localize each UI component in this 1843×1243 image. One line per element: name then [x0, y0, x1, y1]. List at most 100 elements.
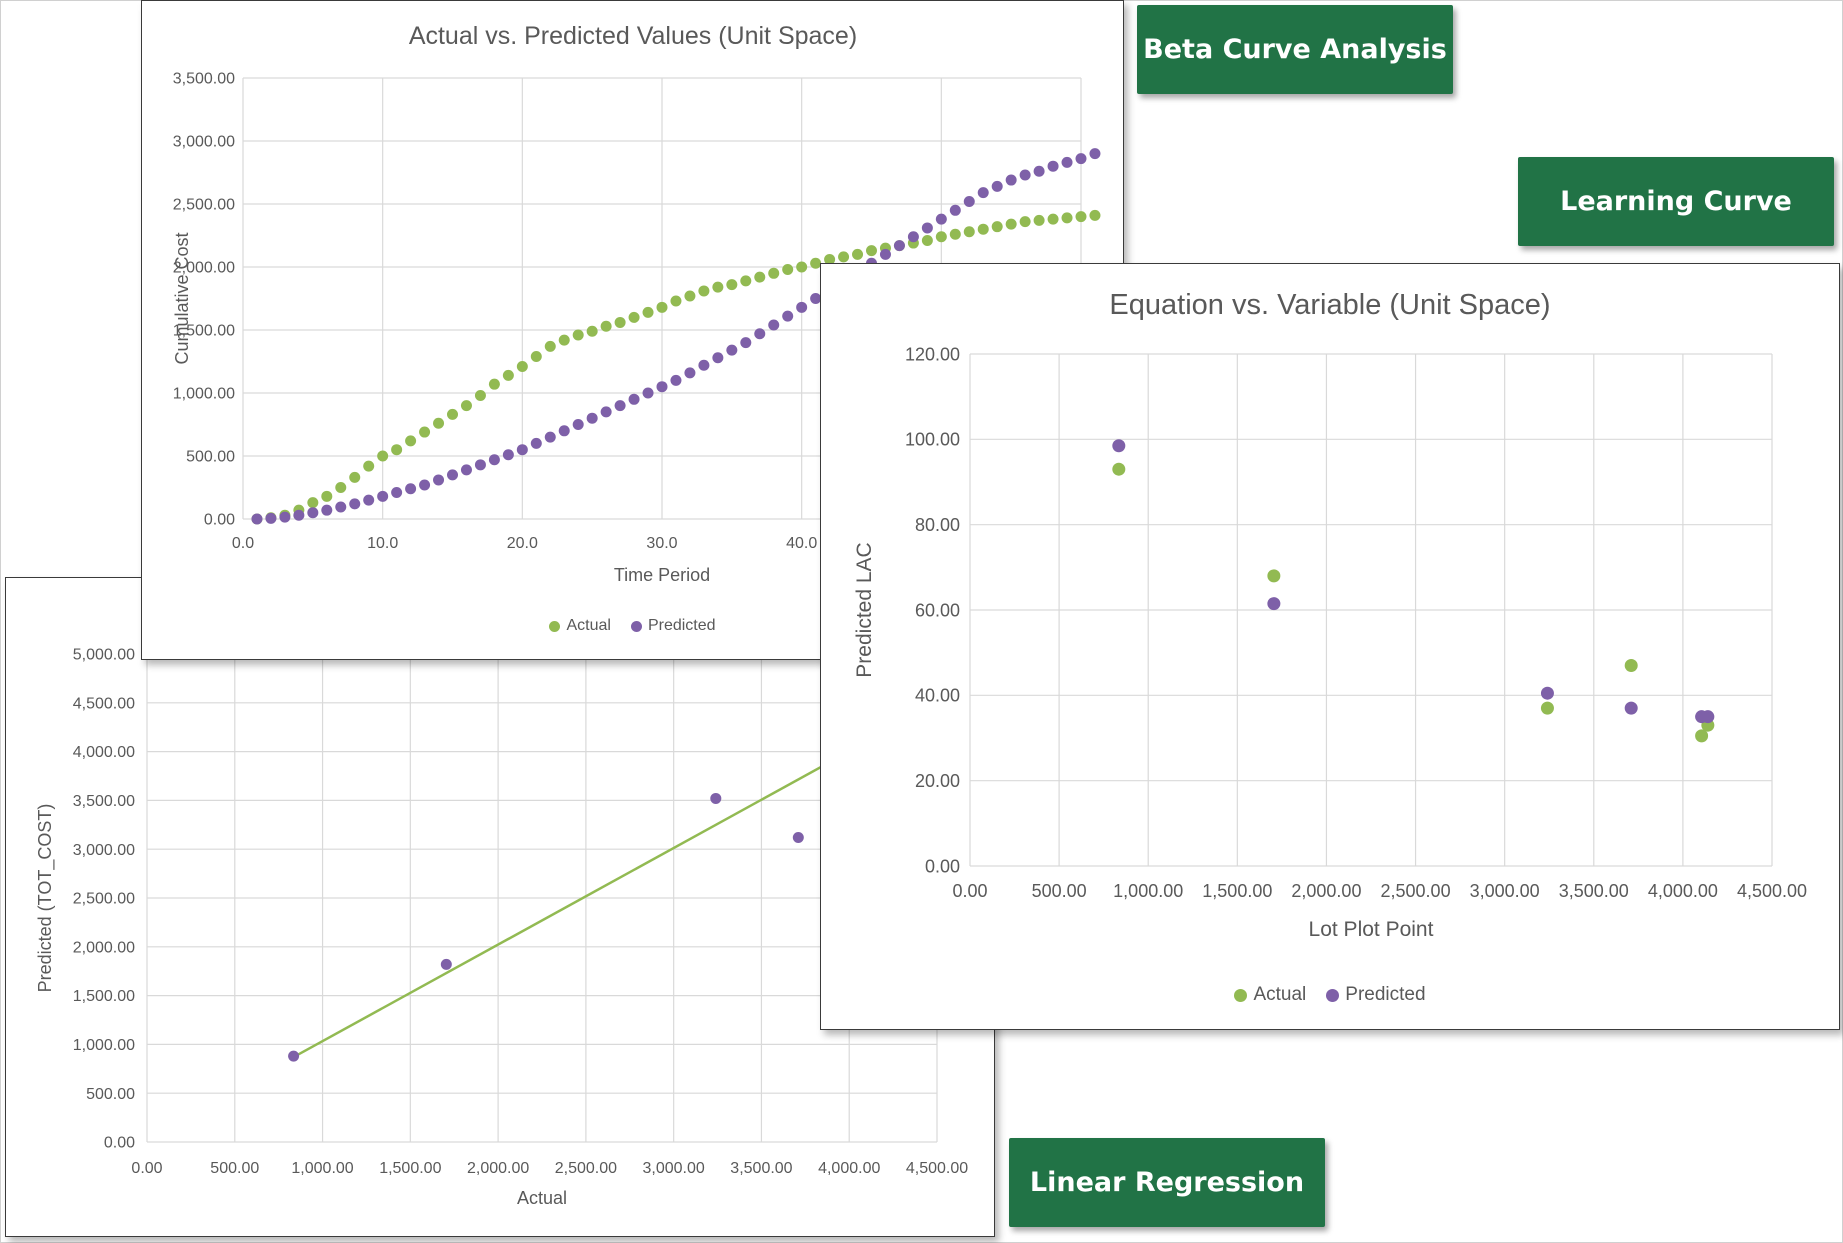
data-point-actual	[628, 311, 640, 323]
data-point-predicted	[1047, 160, 1059, 172]
data-point-predicted	[502, 449, 514, 461]
data-point-actual	[391, 444, 403, 456]
data-point-actual	[307, 497, 319, 509]
data-point-actual	[782, 264, 794, 276]
data-point-predicted	[1540, 686, 1554, 700]
data-point-predicted	[740, 337, 752, 349]
x-tick-label: 1,500.00	[1202, 881, 1272, 901]
data-point-actual	[963, 226, 975, 238]
data-point-predicted	[363, 494, 375, 506]
learning-curve-button[interactable]: Learning Curve	[1518, 157, 1834, 246]
data-point-actual	[502, 369, 514, 381]
data-point-actual	[1005, 218, 1017, 230]
data-point-predicted	[754, 328, 766, 340]
data-point-predicted	[544, 431, 556, 443]
data-point-predicted	[879, 248, 891, 260]
data-point-predicted	[265, 512, 277, 524]
data-point-predicted	[251, 513, 263, 525]
data-point-predicted	[488, 454, 500, 466]
data-point-predicted	[792, 831, 804, 843]
beta-curve-analysis-button[interactable]: Beta Curve Analysis	[1137, 5, 1453, 94]
data-point-actual	[460, 400, 472, 412]
y-tick-label: 40.00	[915, 686, 960, 706]
x-tick-label: 0.00	[131, 1160, 162, 1177]
data-point-predicted	[558, 425, 570, 437]
x-tick-label: 500.00	[210, 1160, 259, 1177]
x-tick-label: 4,000.00	[1648, 881, 1718, 901]
data-point-predicted	[572, 419, 584, 430]
data-point-predicted	[405, 483, 417, 495]
data-point-actual	[488, 378, 500, 390]
chart-title: Actual vs. Predicted Values (Unit Space)	[409, 22, 857, 50]
linear-regression-chart: 0.00 500.00 1,000.00 1,500.00 2,000.00 2,500.…	[35, 647, 968, 1208]
y-tick-label: 0.00	[925, 856, 960, 876]
data-point-actual	[810, 257, 822, 269]
data-point-actual	[363, 460, 375, 472]
data-point-predicted	[726, 344, 738, 356]
data-point-actual	[921, 235, 933, 247]
y-tick-label: 5,000.00	[73, 647, 135, 664]
data-point-predicted	[1089, 148, 1101, 160]
y-tick-label: 4,500.00	[73, 695, 135, 712]
x-tick-label: 3,500.00	[730, 1160, 792, 1177]
data-point-actual	[474, 390, 486, 402]
y-axis-label: Cumulative Cost	[172, 232, 192, 364]
equation-vs-variable-chart: Equation vs. Variable (Unit Space) 0.00 50…	[853, 289, 1807, 941]
data-point-predicted	[977, 187, 989, 199]
data-point-actual	[852, 248, 864, 260]
data-point-predicted	[1701, 710, 1715, 724]
data-point-actual	[656, 301, 668, 313]
trendline	[292, 736, 875, 1059]
equation-vs-variable-chart-panel[interactable]: Equation vs. Variable (Unit Space) 0.00 50…	[820, 263, 1840, 1030]
data-point-actual	[642, 306, 654, 318]
data-point-actual	[586, 325, 598, 337]
data-point-predicted	[600, 406, 612, 418]
legend-label-actual: Actual	[1253, 984, 1307, 1005]
y-tick-label: 0.00	[104, 1135, 135, 1152]
x-tick-label: 4,500.00	[1737, 881, 1807, 901]
data-point-predicted	[782, 310, 794, 322]
data-point-predicted	[628, 393, 640, 405]
x-tick-label: 3,000.00	[643, 1160, 705, 1177]
equation-vs-variable-legend: Actual Predicted	[821, 984, 1839, 1006]
y-tick-label: 3,500.00	[173, 71, 235, 88]
y-tick-label: 3,500.00	[73, 793, 135, 810]
data-point-predicted	[440, 958, 452, 970]
data-point-predicted	[293, 509, 305, 521]
data-point-actual	[335, 482, 347, 493]
x-tick-label: 1,000.00	[291, 1160, 353, 1177]
x-tick-label: 4,500.00	[906, 1160, 968, 1177]
data-point-predicted	[1005, 174, 1017, 186]
data-point-actual	[447, 408, 458, 420]
linear-regression-button[interactable]: Linear Regression	[1009, 1138, 1325, 1227]
legend-label-predicted: Predicted	[647, 617, 716, 634]
data-point-predicted	[921, 222, 933, 234]
x-tick-label: 40.0	[786, 535, 817, 552]
y-tick-label: 1,000.00	[73, 1037, 135, 1054]
data-point-actual	[349, 471, 361, 483]
data-point-actual	[1061, 212, 1073, 224]
y-tick-label: 3,000.00	[73, 842, 135, 859]
data-point-actual	[1267, 569, 1281, 583]
data-point-predicted	[963, 195, 975, 207]
data-point-predicted	[335, 501, 347, 513]
data-point-actual	[768, 267, 780, 279]
legend-marker-actual	[1234, 988, 1248, 1002]
data-point-predicted	[712, 352, 724, 364]
data-point-predicted	[710, 792, 722, 804]
y-tick-label: 60.00	[915, 600, 960, 620]
y-tick-label: 1,000.00	[173, 386, 235, 403]
data-point-predicted	[796, 301, 808, 313]
data-point-predicted	[1033, 165, 1045, 177]
x-tick-label: 4,000.00	[818, 1160, 880, 1177]
data-point-actual	[530, 350, 542, 362]
data-point-actual	[949, 228, 961, 240]
data-point-actual	[572, 329, 584, 341]
data-point-predicted	[768, 319, 780, 331]
legend-item-predicted: Predicted	[1326, 984, 1426, 1006]
x-tick-label: 1,500.00	[379, 1160, 441, 1177]
data-point-actual	[740, 275, 752, 287]
data-point-predicted	[670, 374, 682, 386]
data-point-predicted	[586, 412, 598, 424]
data-point-actual	[419, 426, 431, 438]
